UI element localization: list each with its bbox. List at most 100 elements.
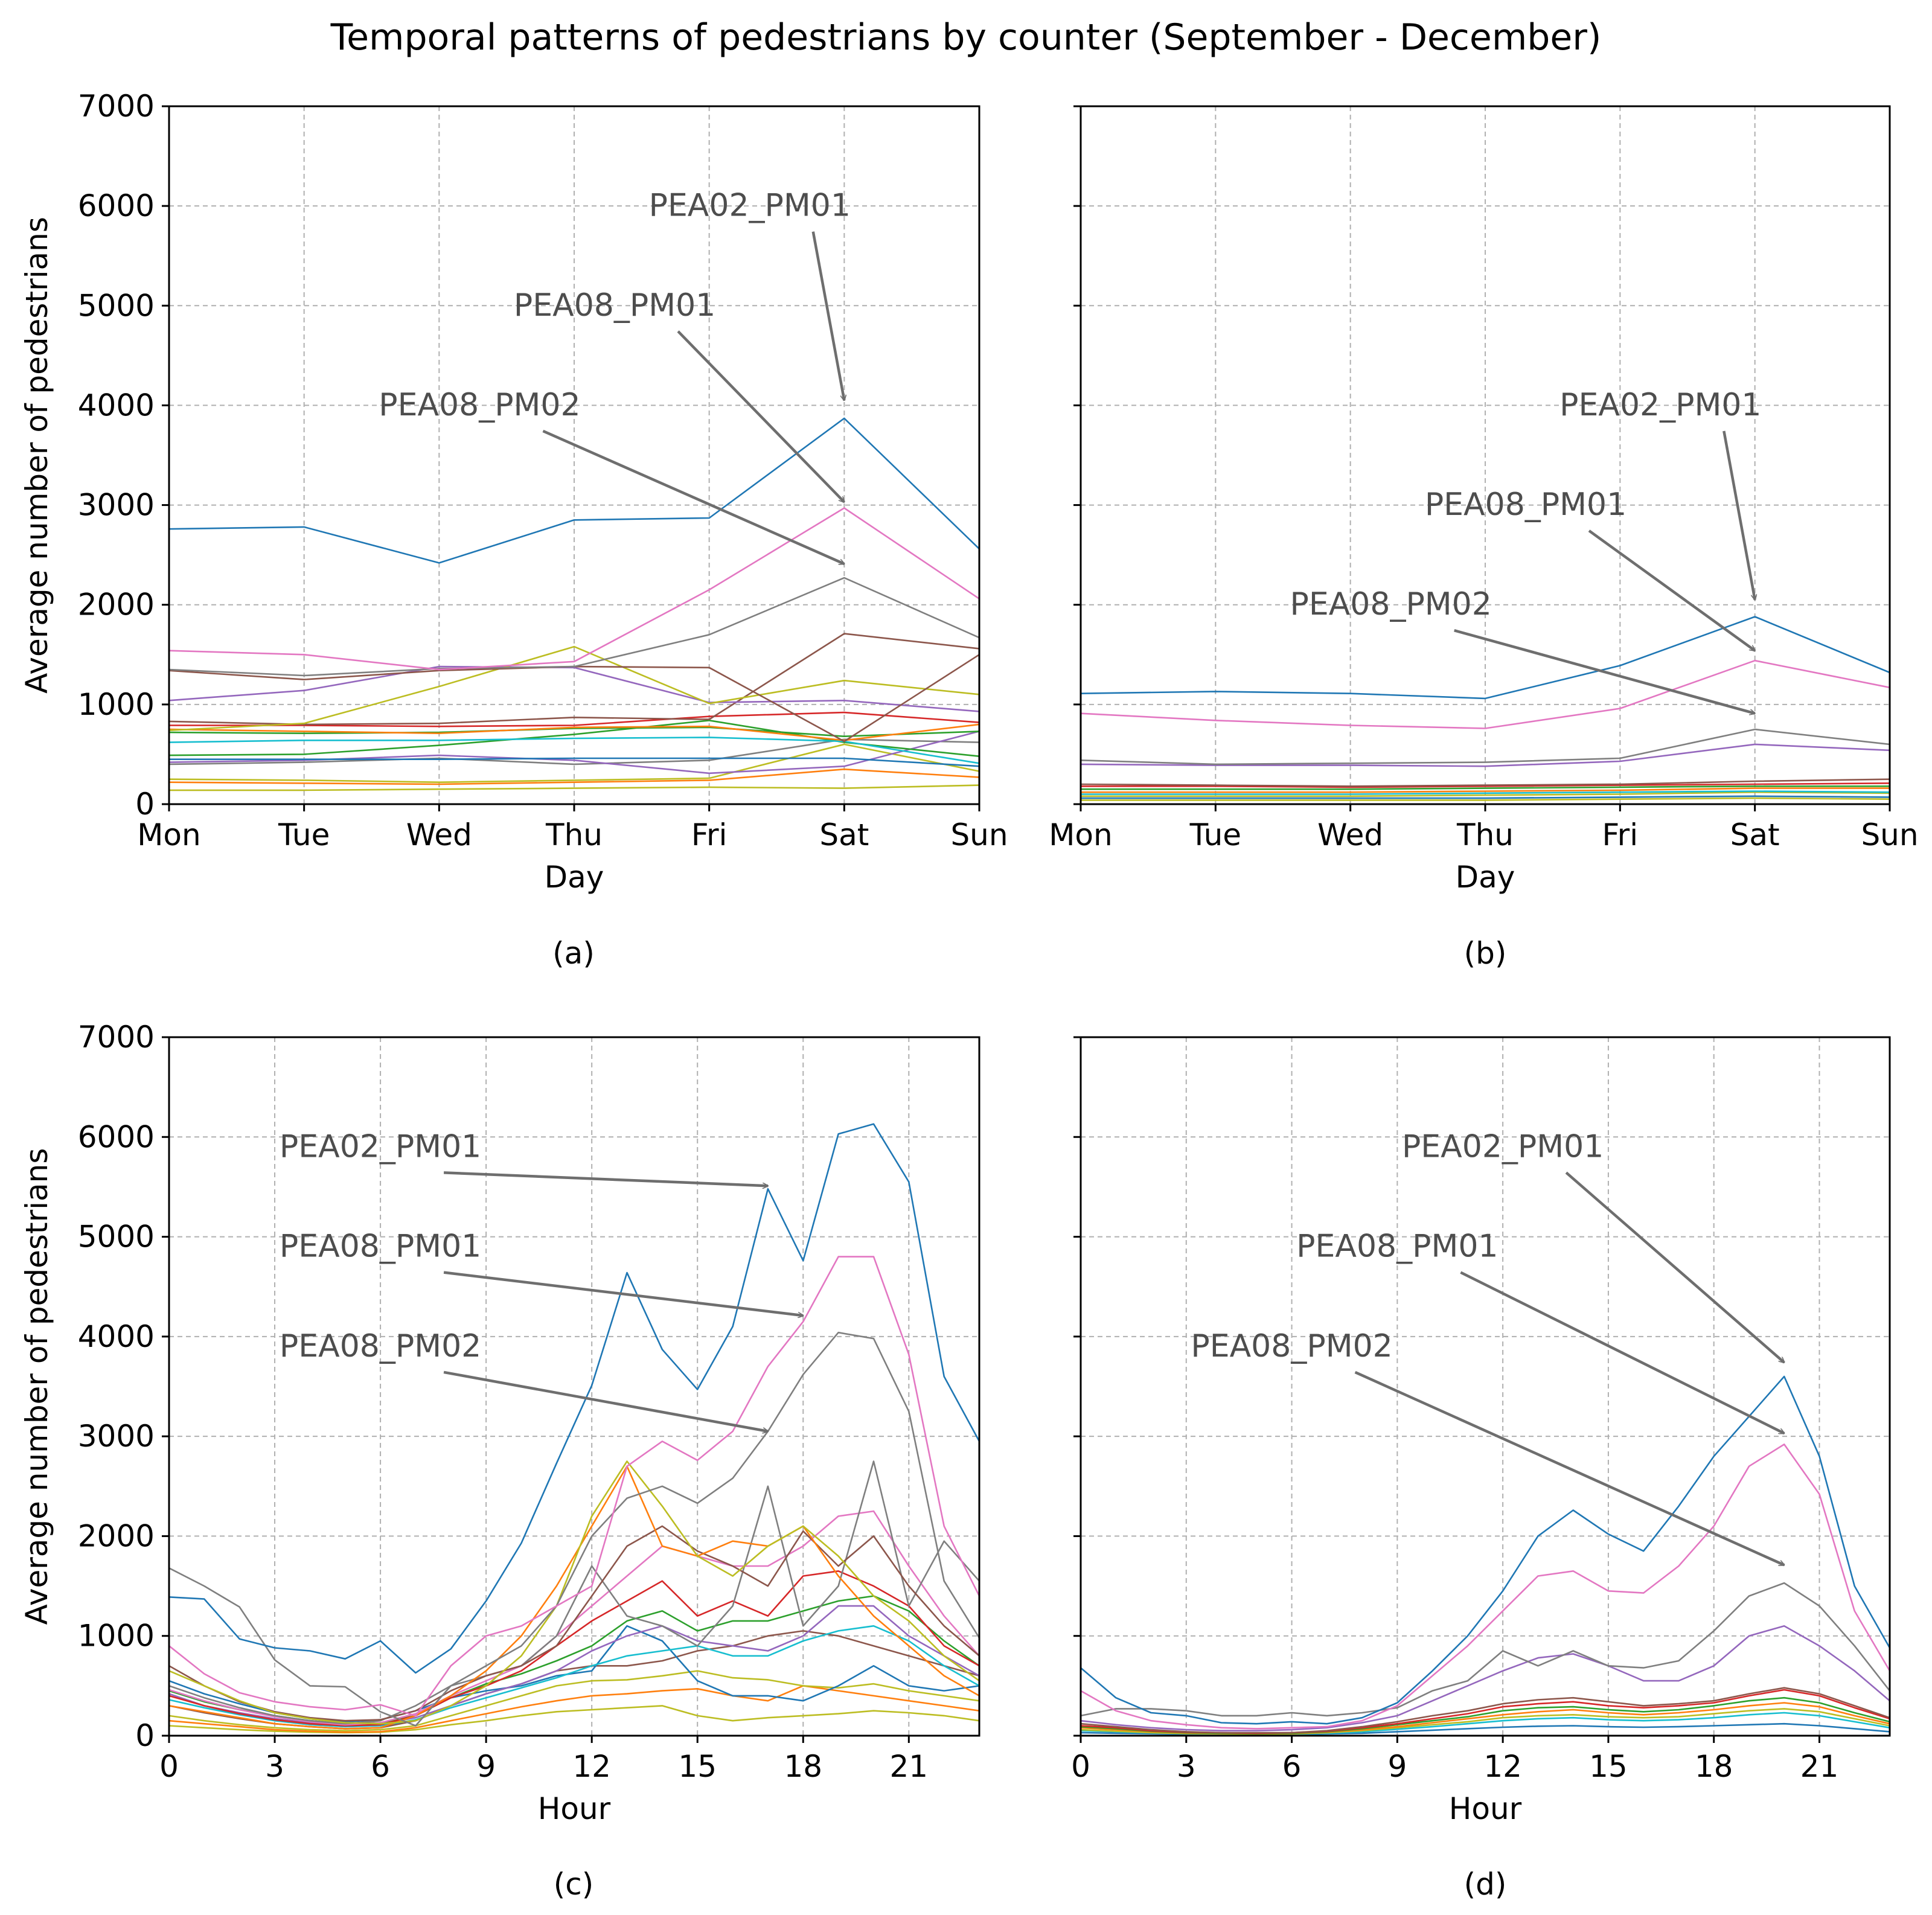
annotation-arrow — [443, 1271, 803, 1316]
y-tick-label: 5000 — [78, 1220, 155, 1255]
x-tick-label: Sat — [1730, 817, 1780, 852]
x-tick-label: 3 — [1177, 1749, 1196, 1784]
panel-letter: (d) — [1464, 1867, 1507, 1902]
x-axis-label: Day — [1456, 860, 1515, 895]
panel-letter: (a) — [552, 936, 595, 971]
series-line-PEA08_PM02 — [1080, 728, 1890, 766]
series-line-s05 — [168, 645, 980, 732]
series-line-s12 — [168, 1625, 980, 1728]
series-line-PEA08_PM02 — [1080, 1582, 1891, 1717]
annotation-label: PEA02_PM01 — [1559, 387, 1761, 423]
series-line-PEA08_PM02 — [168, 577, 980, 677]
annotation-label: PEA08_PM02 — [1191, 1328, 1392, 1364]
annotation-arrow — [542, 429, 844, 566]
series-line-s12 — [168, 720, 980, 757]
x-tick-label: Sat — [819, 817, 869, 852]
series-line-s05 — [1080, 778, 1890, 787]
y-axis — [1073, 105, 1081, 805]
annotation-arrow — [1454, 629, 1755, 713]
panel-4: 0 3 6 9 12 15 18 21HourPEA02_PM01PEA08_PM01PEA0… — [1071, 1036, 1891, 1902]
x-axis: 0 3 6 9 12 15 18 21 — [159, 1736, 928, 1784]
series-line-s09 — [1081, 790, 1890, 795]
x-axis-label: Hour — [538, 1791, 611, 1826]
series-line-s17 — [168, 1705, 980, 1734]
series-line-s16 — [168, 1685, 980, 1733]
series-line-s17 — [168, 768, 980, 785]
series-line-s06 — [168, 665, 980, 712]
x-tick-label: Mon — [1049, 817, 1112, 852]
x-tick-label: 18 — [1695, 1749, 1733, 1784]
figure-title: Temporal patterns of pedestrians by coun… — [330, 16, 1602, 59]
y-tick-label: 4000 — [78, 388, 155, 423]
series-line-s08 — [1081, 787, 1890, 793]
annotation-arrow — [1354, 1370, 1785, 1567]
annotations: PEA02_PM01 PEA08_PM01 PEA08_PM02 — [280, 1128, 803, 1431]
annotation-arrow — [677, 330, 844, 502]
annotation-label: PEA08_PM01 — [514, 287, 715, 324]
series-line-s15 — [168, 738, 980, 766]
series-line-s05 — [168, 1465, 980, 1730]
y-tick-label: 7000 — [78, 1020, 155, 1055]
x-axis-label: Day — [545, 860, 604, 895]
series-line-s18 — [169, 784, 980, 791]
y-tick-label: 3000 — [78, 488, 155, 523]
series-line-s07 — [168, 633, 980, 726]
annotations: PEA02_PM01 PEA08_PM01 PEA08_PM02 — [1191, 1128, 1785, 1567]
panel-3: 0 3 6 9 12 15 18 21 Hour 0 1000 2000 3000 4000 5000 600… — [19, 1020, 980, 1902]
annotation-label: PEA02_PM01 — [280, 1128, 481, 1165]
annotations: PEA02_PM01 PEA08_PM01 PEA08_PM02 — [379, 188, 851, 566]
annotation-arrow — [443, 1370, 768, 1431]
series-line-s04 — [1080, 1625, 1890, 1731]
panel-2: Mon Tue Wed Thu Fri Sat Sun Day PEA02_PM01 PEA08_… — [1049, 105, 1919, 971]
series-line-PEA08_PM01 — [168, 1256, 980, 1717]
x-tick-label: 0 — [159, 1749, 179, 1784]
y-axis-label: Average number of pedestrians — [19, 1148, 54, 1625]
series-line-PEA02_PM01 — [1080, 616, 1890, 700]
y-axis — [1073, 1036, 1081, 1737]
panel-letter: (b) — [1464, 936, 1507, 971]
axes-frame — [1080, 1036, 1891, 1737]
x-tick-label: 12 — [1483, 1749, 1522, 1784]
annotation-arrow — [1722, 430, 1754, 600]
panel-1: Mon Tue Wed Thu Fri Sat Sun Day 0 1000 2000 3000 400… — [19, 89, 1008, 971]
x-tick-label: 9 — [476, 1749, 496, 1784]
series-line-s11 — [168, 1605, 980, 1727]
y-tick-label: 0 — [135, 1718, 155, 1753]
annotation-arrow — [443, 1171, 768, 1186]
y-axis: 0 1000 2000 3000 4000 5000 6000 7000 — [78, 89, 169, 822]
series-line-s09 — [168, 1570, 980, 1727]
grid — [1081, 106, 1890, 804]
axes-frame — [168, 1036, 980, 1737]
y-tick-label: 6000 — [78, 1119, 155, 1154]
series-line-s07 — [168, 1460, 980, 1725]
x-tick-label: Wed — [406, 817, 472, 852]
series-line-PEA02_PM01 — [168, 1123, 980, 1674]
x-tick-label: 6 — [371, 1749, 390, 1784]
annotation-label: PEA08_PM01 — [1425, 487, 1627, 523]
series-line-s06 — [168, 1525, 980, 1722]
series-group — [168, 417, 980, 791]
series-line-PEA08_PM01 — [168, 507, 980, 671]
series-group — [1080, 1375, 1891, 1736]
annotation-label: PEA08_PM02 — [1290, 586, 1491, 622]
series-line-s06 — [1081, 782, 1890, 788]
series-line-s07 — [1081, 785, 1890, 790]
series-line-s14 — [168, 731, 980, 775]
x-tick-label: 6 — [1282, 1749, 1302, 1784]
x-tick-label: 3 — [265, 1749, 284, 1784]
x-tick-label: Sun — [950, 817, 1008, 852]
annotation-label: PEA08_PM02 — [379, 387, 580, 423]
series-line-s08 — [169, 711, 980, 727]
y-tick-label: 1000 — [78, 1619, 155, 1654]
y-axis: 0 1000 2000 3000 4000 5000 6000 7000 — [78, 1020, 169, 1753]
x-tick-label: Thu — [1456, 817, 1514, 852]
series-line-s10 — [1081, 791, 1890, 798]
y-tick-label: 2000 — [78, 1518, 155, 1553]
annotation-label: PEA02_PM01 — [649, 188, 851, 224]
series-line-s12 — [1081, 797, 1890, 801]
series-line-s04 — [1080, 743, 1890, 767]
grid — [169, 106, 979, 804]
series-line-s09 — [168, 723, 980, 741]
